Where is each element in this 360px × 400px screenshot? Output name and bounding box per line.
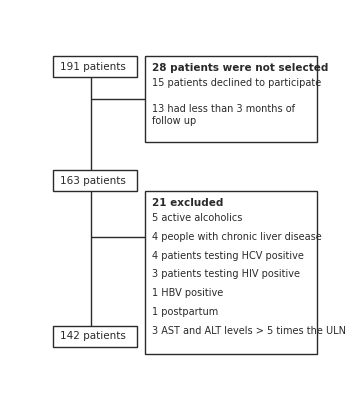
FancyBboxPatch shape xyxy=(145,191,317,354)
Text: 21 excluded: 21 excluded xyxy=(152,198,224,208)
Text: 5 active alcoholics: 5 active alcoholics xyxy=(152,213,243,223)
Text: 4 people with chronic liver disease: 4 people with chronic liver disease xyxy=(152,232,322,242)
FancyBboxPatch shape xyxy=(145,56,317,142)
Text: 1 HBV positive: 1 HBV positive xyxy=(152,288,224,298)
Text: 142 patients: 142 patients xyxy=(60,331,126,341)
Text: 191 patients: 191 patients xyxy=(60,62,126,72)
Text: 1 postpartum: 1 postpartum xyxy=(152,307,219,317)
Text: 13 had less than 3 months of
follow up: 13 had less than 3 months of follow up xyxy=(152,104,296,126)
Text: 4 patients testing HCV positive: 4 patients testing HCV positive xyxy=(152,250,304,260)
Text: 3 AST and ALT levels > 5 times the ULN: 3 AST and ALT levels > 5 times the ULN xyxy=(152,326,346,336)
Text: 163 patients: 163 patients xyxy=(60,176,126,186)
FancyBboxPatch shape xyxy=(53,56,137,77)
FancyBboxPatch shape xyxy=(53,170,137,191)
Text: 28 patients were not selected: 28 patients were not selected xyxy=(152,63,329,73)
Text: 3 patients testing HIV positive: 3 patients testing HIV positive xyxy=(152,270,300,280)
Text: 15 patients declined to participate: 15 patients declined to participate xyxy=(152,78,322,88)
FancyBboxPatch shape xyxy=(53,326,137,347)
